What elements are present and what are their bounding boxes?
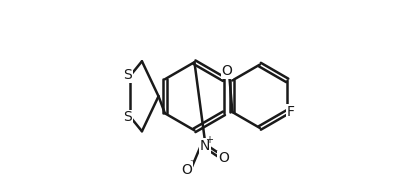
Text: ⁻: ⁻ <box>189 158 195 168</box>
Text: O: O <box>181 163 192 177</box>
Text: O: O <box>221 64 232 78</box>
Text: N: N <box>200 139 210 153</box>
Text: +: + <box>205 135 213 145</box>
Text: O: O <box>218 151 229 165</box>
Text: F: F <box>286 105 295 119</box>
Text: S: S <box>123 68 132 82</box>
Text: S: S <box>123 111 132 125</box>
